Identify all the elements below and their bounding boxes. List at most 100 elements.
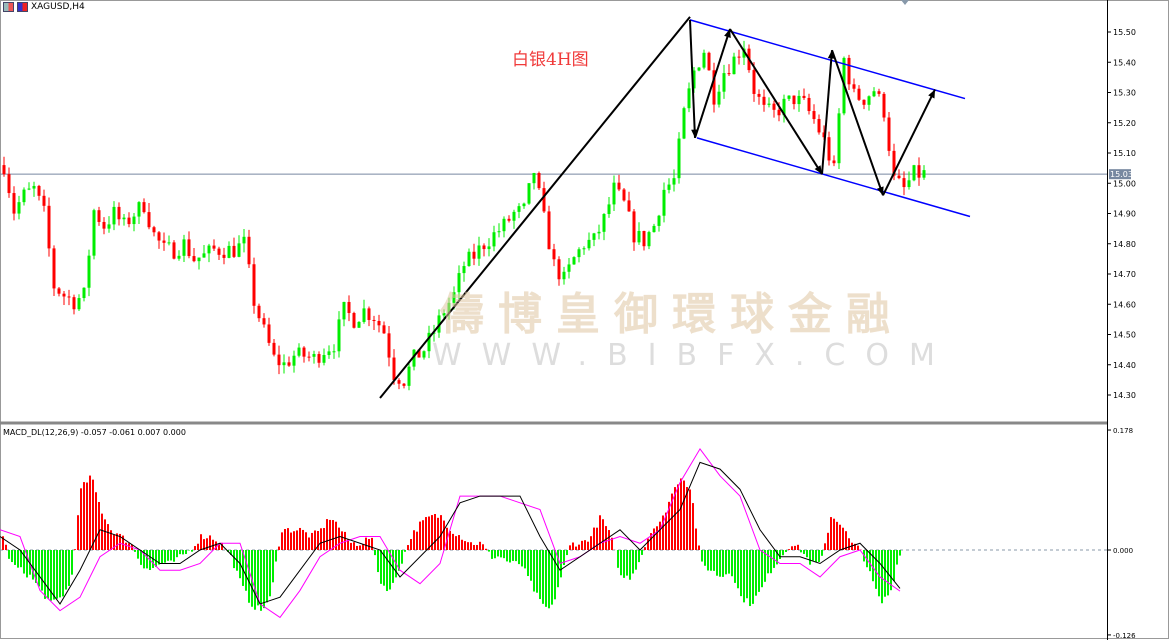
macd-histogram-bar (797, 545, 799, 550)
candle-body (268, 324, 271, 342)
candle-body (463, 266, 466, 273)
macd-histogram-bar (527, 550, 529, 576)
candle-body (98, 210, 101, 222)
macd-histogram-bar (737, 550, 739, 588)
macd-histogram-bar (167, 550, 169, 561)
macd-histogram-bar (410, 539, 412, 550)
candle-body (688, 88, 691, 108)
macd-histogram-bar (299, 528, 301, 550)
candle-body (653, 226, 656, 232)
macd-histogram-bar (296, 530, 298, 550)
candle-body (273, 343, 276, 355)
candle-body (513, 212, 516, 221)
macd-histogram-bar (620, 550, 622, 575)
macd-histogram-bar (302, 530, 304, 550)
macd-histogram-bar (377, 550, 379, 572)
candle-body (208, 246, 211, 254)
candle-body (593, 233, 596, 240)
candle-body (103, 222, 106, 229)
candle-body (193, 256, 196, 261)
macd-histogram-bar (545, 550, 547, 607)
candle-body (793, 96, 796, 104)
candle-body (538, 173, 541, 188)
macd-histogram-bar (179, 550, 181, 554)
candle-body (768, 104, 771, 105)
macd-histogram-bar (314, 530, 316, 550)
candle-body (643, 231, 646, 246)
macd-histogram-bar (287, 528, 289, 550)
candle-body (818, 119, 821, 132)
candle-body (828, 137, 831, 160)
macd-histogram-bar (587, 542, 589, 550)
candle-body (638, 231, 641, 242)
macd-histogram-bar (803, 550, 805, 554)
macd-histogram-bar (767, 550, 769, 573)
annotation-text[interactable]: 白银4H图 (512, 45, 589, 70)
candle-body (798, 96, 801, 104)
candle-body (178, 256, 181, 259)
macd-histogram-bar (806, 550, 808, 557)
macd-histogram-bar (470, 542, 472, 550)
macd-histogram-bar (686, 487, 688, 550)
macd-histogram-bar (770, 550, 772, 573)
candle-body (53, 248, 56, 288)
candle-body (303, 348, 306, 357)
macd-histogram-bar (704, 550, 706, 566)
candle-body (738, 57, 741, 58)
candle-body (838, 113, 841, 163)
macd-histogram-bar (689, 489, 691, 550)
candle-body (488, 246, 491, 249)
macd-histogram-bar (191, 550, 193, 552)
macd-histogram-bar (755, 550, 757, 596)
macd-histogram-bar (878, 550, 880, 596)
macd-histogram-bar (164, 550, 166, 563)
macd-histogram-bar (893, 550, 895, 581)
macd-histogram-bar (65, 550, 67, 590)
macd-histogram-bar (539, 550, 541, 599)
macd-histogram-bar (386, 550, 388, 591)
candle-body (298, 348, 301, 356)
price-tick-label: 15.40 (1113, 58, 1136, 67)
macd-histogram-bar (74, 549, 76, 550)
macd-histogram-bar (692, 503, 694, 550)
channel-lower-line[interactable] (697, 138, 970, 217)
candle-body (528, 183, 531, 203)
candle-body (708, 53, 711, 71)
macd-histogram-bar (182, 550, 184, 554)
macd-histogram-bar (605, 526, 607, 550)
macd-histogram-bar (647, 539, 649, 550)
macd-histogram-bar (320, 528, 322, 550)
candle-body (318, 354, 321, 363)
price-tick-label: 14.30 (1113, 391, 1136, 400)
macd-histogram-bar (491, 550, 493, 559)
candle-body (133, 217, 136, 224)
candle-body (608, 204, 611, 214)
candle-body (918, 165, 921, 177)
macd-histogram-bar (566, 550, 568, 555)
macd-histogram-bar (497, 550, 499, 556)
candle-body (888, 118, 891, 151)
candle-body (73, 297, 76, 309)
macd-histogram-bar (350, 543, 352, 550)
candle-body (903, 178, 906, 187)
macd-histogram-bar (68, 550, 70, 586)
candle-body (313, 354, 316, 357)
macd-histogram-bar (626, 550, 628, 576)
macd-histogram-bar (245, 550, 247, 591)
candle-body (233, 246, 236, 257)
macd-histogram-bar (578, 545, 580, 550)
macd-histogram-bar (641, 550, 643, 555)
candle-body (23, 190, 26, 203)
macd-histogram-bar (884, 550, 886, 597)
candle-body (628, 200, 631, 211)
macd-histogram-bar (329, 520, 331, 550)
shift-marker-icon[interactable] (901, 0, 909, 5)
macd-histogram-bar (293, 531, 295, 550)
candle-body (63, 294, 66, 297)
price-tick-label: 14.70 (1113, 270, 1136, 279)
macd-histogram-bar (782, 550, 784, 555)
macd-histogram-bar (443, 521, 445, 550)
macd-histogram-bar (698, 545, 700, 550)
candle-body (293, 356, 296, 366)
macd-histogram-bar (572, 543, 574, 550)
